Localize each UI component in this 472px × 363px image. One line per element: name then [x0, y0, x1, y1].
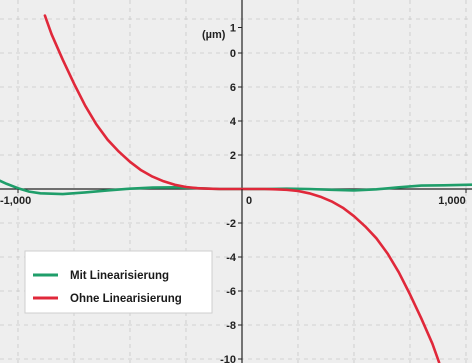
legend-box: [24, 250, 213, 314]
y-tick-label: 2: [230, 150, 236, 162]
y-tick-label: -4: [226, 252, 237, 264]
y-tick-label: 4: [230, 116, 237, 128]
legend-label-ohne-linearisierung: Ohne Linearisierung: [70, 293, 182, 305]
y-tick-label: 1: [230, 23, 236, 35]
legend-label-mit-linearisierung: Mit Linearisierung: [70, 270, 169, 282]
x-tick-label: -1,000: [0, 195, 31, 207]
y-tick-label: -8: [226, 320, 236, 332]
y-tick-label: 0: [230, 48, 236, 60]
legend: Mit Linearisierung Ohne Linearisierung: [24, 250, 213, 314]
y-tick-label: -10: [220, 354, 236, 363]
y-tick-label: -2: [226, 218, 236, 230]
tick-labels: 1 0 6 4 2 -2 -4 -6 -8 -10 -1,000 0 1,000: [0, 23, 467, 363]
y-axis-unit-label: (µm): [202, 29, 226, 41]
x-tick-label: 1,000: [438, 195, 466, 207]
y-tick-label: 6: [230, 82, 236, 94]
y-tick-label: -6: [226, 286, 236, 298]
x-tick-label: 0: [246, 195, 252, 207]
